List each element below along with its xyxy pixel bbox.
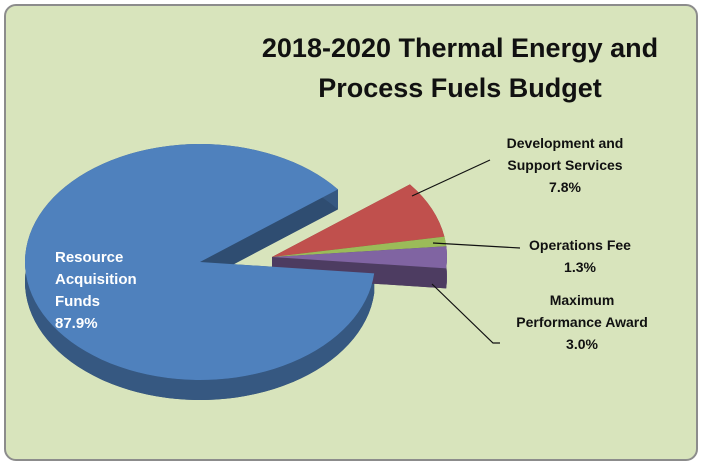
slice-label: Resource Acquisition Funds 87.9% [55, 247, 165, 335]
value-label: 7.8% [549, 179, 581, 195]
value-label: 87.9% [55, 315, 98, 332]
pie-slice [272, 236, 447, 257]
category-label: Maximum Performance Award [516, 292, 648, 330]
slice-label: Development and Support Services 7.8% [480, 132, 650, 198]
slice-label: Maximum Performance Award 3.0% [507, 289, 657, 355]
leader-line [411, 159, 491, 197]
value-label: 1.3% [564, 259, 596, 275]
category-label: Resource Acquisition Funds [55, 249, 137, 310]
pie-slice [272, 246, 447, 269]
leader-line [431, 283, 500, 344]
value-label: 3.0% [566, 336, 598, 352]
slice-side [200, 189, 338, 282]
slice-label: Operations Fee 1.3% [505, 234, 655, 278]
category-label: Operations Fee [529, 237, 631, 253]
category-label: Development and Support Services [506, 135, 624, 173]
chart-title: 2018-2020 Thermal Energy and Process Fue… [261, 33, 659, 103]
leader-line [432, 242, 521, 249]
pie-slice [272, 184, 445, 257]
pie-slice [25, 143, 375, 380]
